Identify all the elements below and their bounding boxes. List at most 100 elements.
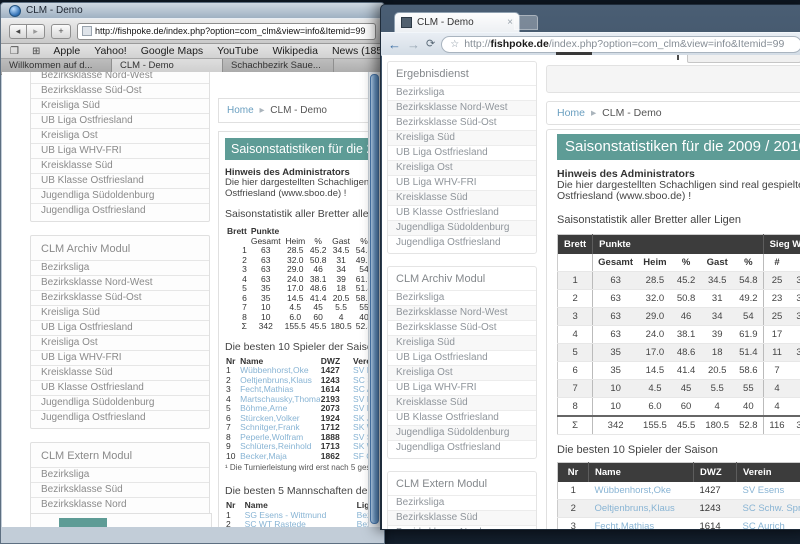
safari-titlebar[interactable]: CLM - Demo [1,3,384,18]
sidebar-item[interactable]: Jugendliga Südoldenburg [388,220,536,235]
breadcrumb-home-link[interactable]: Home [557,107,585,119]
sidebar-item[interactable]: UB Liga Ostfriesland [388,145,536,160]
player-name-link[interactable]: Böhme,Arne [239,404,320,414]
back-button[interactable]: ← [388,38,401,51]
player-name-link[interactable]: Fecht,Mathias [589,518,694,530]
sidebar-module-title: CLM Archiv Modul [388,267,536,290]
sidebar-item[interactable]: Bezirksliga [31,260,209,275]
bookmark-item[interactable]: Yahoo! [94,45,127,57]
stats-section-title: Saisonstatistik aller Bretter aller Lige… [557,214,800,226]
breadcrumb-home-link[interactable]: Home [227,105,254,116]
sidebar-item[interactable]: UB Klasse Ostfriesland [31,380,209,395]
sidebar-item[interactable]: UB Liga WHV-FRI [31,350,209,365]
column-subheader: Heim [638,254,672,272]
new-tab-button[interactable]: + [51,24,71,39]
scrollbar-thumb[interactable] [370,74,379,524]
tab-close-icon[interactable]: × [507,18,513,28]
top-sites-grid-icon[interactable]: ⊞ [32,46,40,57]
player-name-link[interactable]: Schnitger,Frank [239,423,320,433]
bookmark-item[interactable]: Wikipedia [272,45,318,57]
sidebar-item[interactable]: Bezirksliga [388,290,536,305]
player-name-link[interactable]: Becker,Maja [239,452,320,462]
sidebar-item[interactable]: Kreisliga Süd [31,305,209,320]
forward-button[interactable]: → [407,38,420,51]
sidebar-item[interactable]: Kreisliga Süd [388,130,536,145]
sidebar-item[interactable]: UB Liga Ostfriesland [31,320,209,335]
new-tab-button[interactable] [514,15,538,30]
sidebar-item[interactable]: UB Liga WHV-FRI [31,143,209,158]
team-name-link[interactable]: SG Esens - Wittmund [244,511,356,521]
back-button[interactable]: ◂ [9,24,27,39]
player-name-link[interactable]: Peperle,Wolfram [239,433,320,443]
sidebar-item[interactable]: Bezirksklasse Nord [388,525,536,529]
sidebar-item[interactable]: Jugendliga Ostfriesland [31,410,209,425]
sidebar-item[interactable]: Bezirksklasse Süd-Ost [388,320,536,335]
player-name-link[interactable]: Fecht,Mathias [239,385,320,395]
player-name-link[interactable]: Stürcken,Volker [239,414,320,424]
sidebar-item[interactable]: UB Liga Ostfriesland [388,350,536,365]
player-name-link[interactable]: Oeltjenbruns,Klaus [239,376,320,386]
sidebar-item[interactable]: Kreisklasse Süd [31,158,209,173]
sidebar-item[interactable]: Jugendliga Südoldenburg [388,425,536,440]
sidebar-item[interactable]: Kreisliga Süd [31,98,209,113]
sidebar-item[interactable]: Bezirksklasse Nord-West [31,72,209,83]
sidebar-item[interactable]: Bezirksklasse Süd [31,482,209,497]
sidebar-item[interactable]: Kreisklasse Süd [31,365,209,380]
sidebar-item[interactable]: Bezirksklasse Nord-West [31,275,209,290]
teams-header-row: NrNameLigaM [225,501,376,511]
scrollbar[interactable] [368,72,380,527]
breadcrumb-separator-icon: ▸ [591,107,596,119]
sidebar-item[interactable]: Bezirksliga [388,85,536,100]
stats-cell: 24.0 [638,326,672,344]
sidebar-item[interactable]: UB Liga WHV-FRI [388,380,536,395]
player-name-link[interactable]: Wübbenhorst,Oke [589,482,694,500]
address-bar[interactable]: http://fishpoke.de/index.php?option=com_… [77,23,376,40]
sidebar-item[interactable]: Bezirksklasse Süd-Ost [31,83,209,98]
player-verein-link[interactable]: SC Schw. Springer Bad Zwischenahn [737,500,800,518]
sidebar-item[interactable]: Kreisliga Ost [31,335,209,350]
sidebar-item[interactable]: Kreisklasse Süd [388,395,536,410]
player-verein-link[interactable]: SV Esens [737,482,800,500]
sidebar-item[interactable]: Bezirksklasse Süd-Ost [388,115,536,130]
browser-tab[interactable]: CLM - Demo × [394,12,520,32]
sidebar-item[interactable]: Bezirksliga [388,495,536,510]
player-name-link[interactable]: Schlüters,Reinhold [239,442,320,452]
sidebar-item[interactable]: Bezirksklasse Nord [31,497,209,512]
sidebar-item[interactable]: Bezirksklasse Nord-West [388,305,536,320]
sidebar-item[interactable]: Jugendliga Ostfriesland [388,440,536,455]
player-verein-link[interactable]: SC Aurich [737,518,800,530]
chrome-titlebar[interactable]: CLM - Demo × [381,5,800,32]
sidebar-item[interactable]: Bezirksklasse Nord-West [388,100,536,115]
sidebar-item[interactable]: UB Klasse Ostfriesland [388,205,536,220]
bookmark-item[interactable]: Google Maps [141,45,203,57]
sidebar-item[interactable]: Kreisliga Ost [31,128,209,143]
sidebar-item[interactable]: Bezirksliga [31,467,209,482]
sidebar-item[interactable]: Bezirksklasse Süd [388,510,536,525]
sidebar-item[interactable]: Jugendliga Südoldenburg [31,395,209,410]
sidebar-item[interactable]: Kreisliga Ost [388,160,536,175]
reload-button[interactable]: ⟳ [426,38,435,51]
address-bar[interactable]: ☆ http://fishpoke.de/index.php?option=co… [441,36,800,53]
bookmarks-book-icon[interactable]: ❐ [10,46,19,57]
bookmark-item[interactable]: YouTube [217,45,258,57]
sidebar-item[interactable]: UB Liga Ostfriesland [31,113,209,128]
bookmark-item[interactable]: Apple [53,45,80,57]
player-name-link[interactable]: Wübbenhorst,Oke [239,366,320,376]
player-name-link[interactable]: Oeltjenbruns,Klaus [589,500,694,518]
sidebar-item[interactable]: Kreisliga Süd [388,335,536,350]
sidebar-item[interactable]: UB Klasse Ostfriesland [388,410,536,425]
sidebar-item[interactable]: Bezirksklasse Süd-Ost [31,290,209,305]
sidebar-item[interactable]: Kreisliga Ost [388,365,536,380]
sidebar-item[interactable]: Kreisklasse Süd [388,190,536,205]
forward-button[interactable]: ▸ [27,24,45,39]
sidebar-item[interactable]: UB Liga WHV-FRI [388,175,536,190]
sidebar-item[interactable]: UB Klasse Ostfriesland [31,173,209,188]
sidebar-item[interactable]: Jugendliga Ostfriesland [31,203,209,218]
bookmark-star-icon[interactable]: ☆ [450,39,459,50]
stats-cell: 45 [672,380,701,398]
player-name-link[interactable]: Martschausky,Thomas [239,395,320,405]
sidebar-item[interactable]: Jugendliga Ostfriesland [388,235,536,250]
sidebar-item[interactable]: Jugendliga Südoldenburg [31,188,209,203]
